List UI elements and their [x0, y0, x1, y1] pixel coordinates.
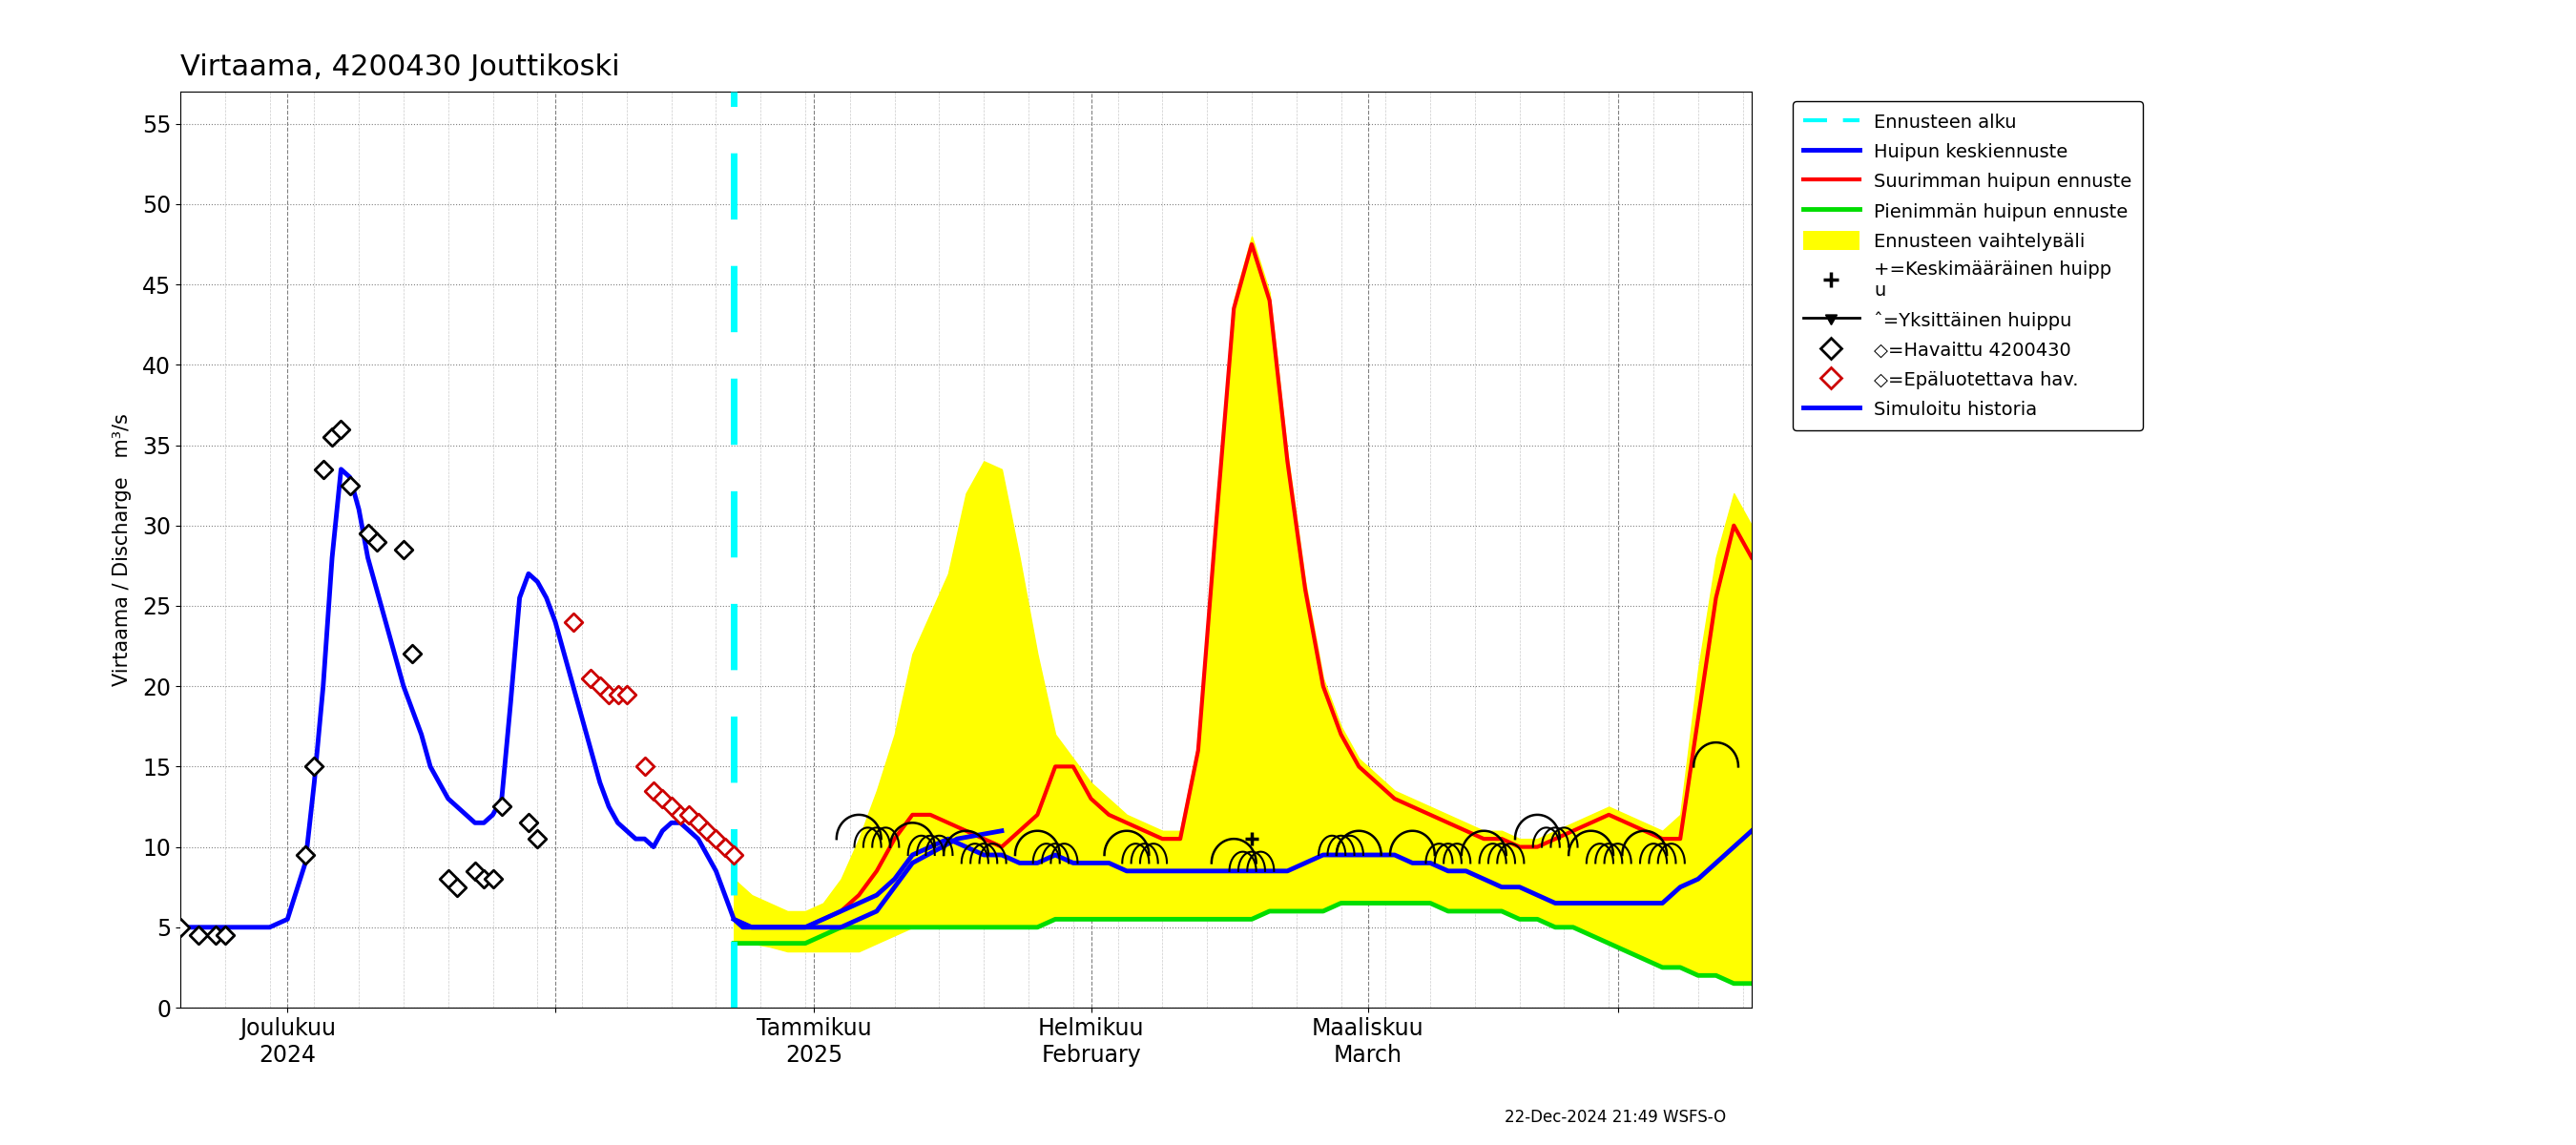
Point — [453, 862, 495, 881]
Point — [196, 926, 237, 945]
Point — [330, 476, 371, 495]
Point — [641, 790, 683, 808]
Point — [623, 757, 665, 775]
Point — [464, 870, 505, 889]
Point — [659, 806, 701, 824]
Point — [652, 798, 693, 816]
Text: Virtaama, 4200430 Jouttikoski: Virtaama, 4200430 Jouttikoski — [180, 54, 621, 81]
Point — [605, 685, 647, 703]
Point — [160, 918, 201, 937]
Point — [471, 870, 513, 889]
Point — [312, 428, 353, 447]
Point — [392, 645, 433, 663]
Point — [518, 830, 559, 848]
Point — [294, 757, 335, 775]
Y-axis label: Virtaama / Discharge   m³/s: Virtaama / Discharge m³/s — [113, 413, 131, 686]
Point — [598, 685, 639, 703]
Point — [301, 460, 343, 479]
Point — [482, 798, 523, 816]
Point — [696, 830, 737, 848]
Point — [348, 524, 389, 543]
Point — [384, 540, 425, 559]
Point — [554, 613, 595, 631]
Point — [569, 669, 611, 687]
Point — [428, 870, 469, 889]
Point — [178, 926, 219, 945]
Point — [355, 532, 397, 551]
Text: 22-Dec-2024 21:49 WSFS-O: 22-Dec-2024 21:49 WSFS-O — [1504, 1108, 1726, 1126]
Point — [507, 814, 549, 832]
Point — [677, 814, 719, 832]
Point — [204, 926, 245, 945]
Point — [580, 677, 621, 695]
Point — [703, 838, 744, 856]
Point — [587, 685, 629, 703]
Point — [319, 420, 361, 439]
Point — [670, 806, 711, 824]
Point — [435, 878, 477, 897]
Legend: Ennusteen alku, Huipun keskiennuste, Suurimman huipun ennuste, Pienimmän huipun : Ennusteen alku, Huipun keskiennuste, Suu… — [1793, 101, 2143, 431]
Point — [714, 846, 755, 864]
Point — [286, 846, 327, 864]
Point — [634, 782, 675, 800]
Point — [685, 822, 726, 840]
